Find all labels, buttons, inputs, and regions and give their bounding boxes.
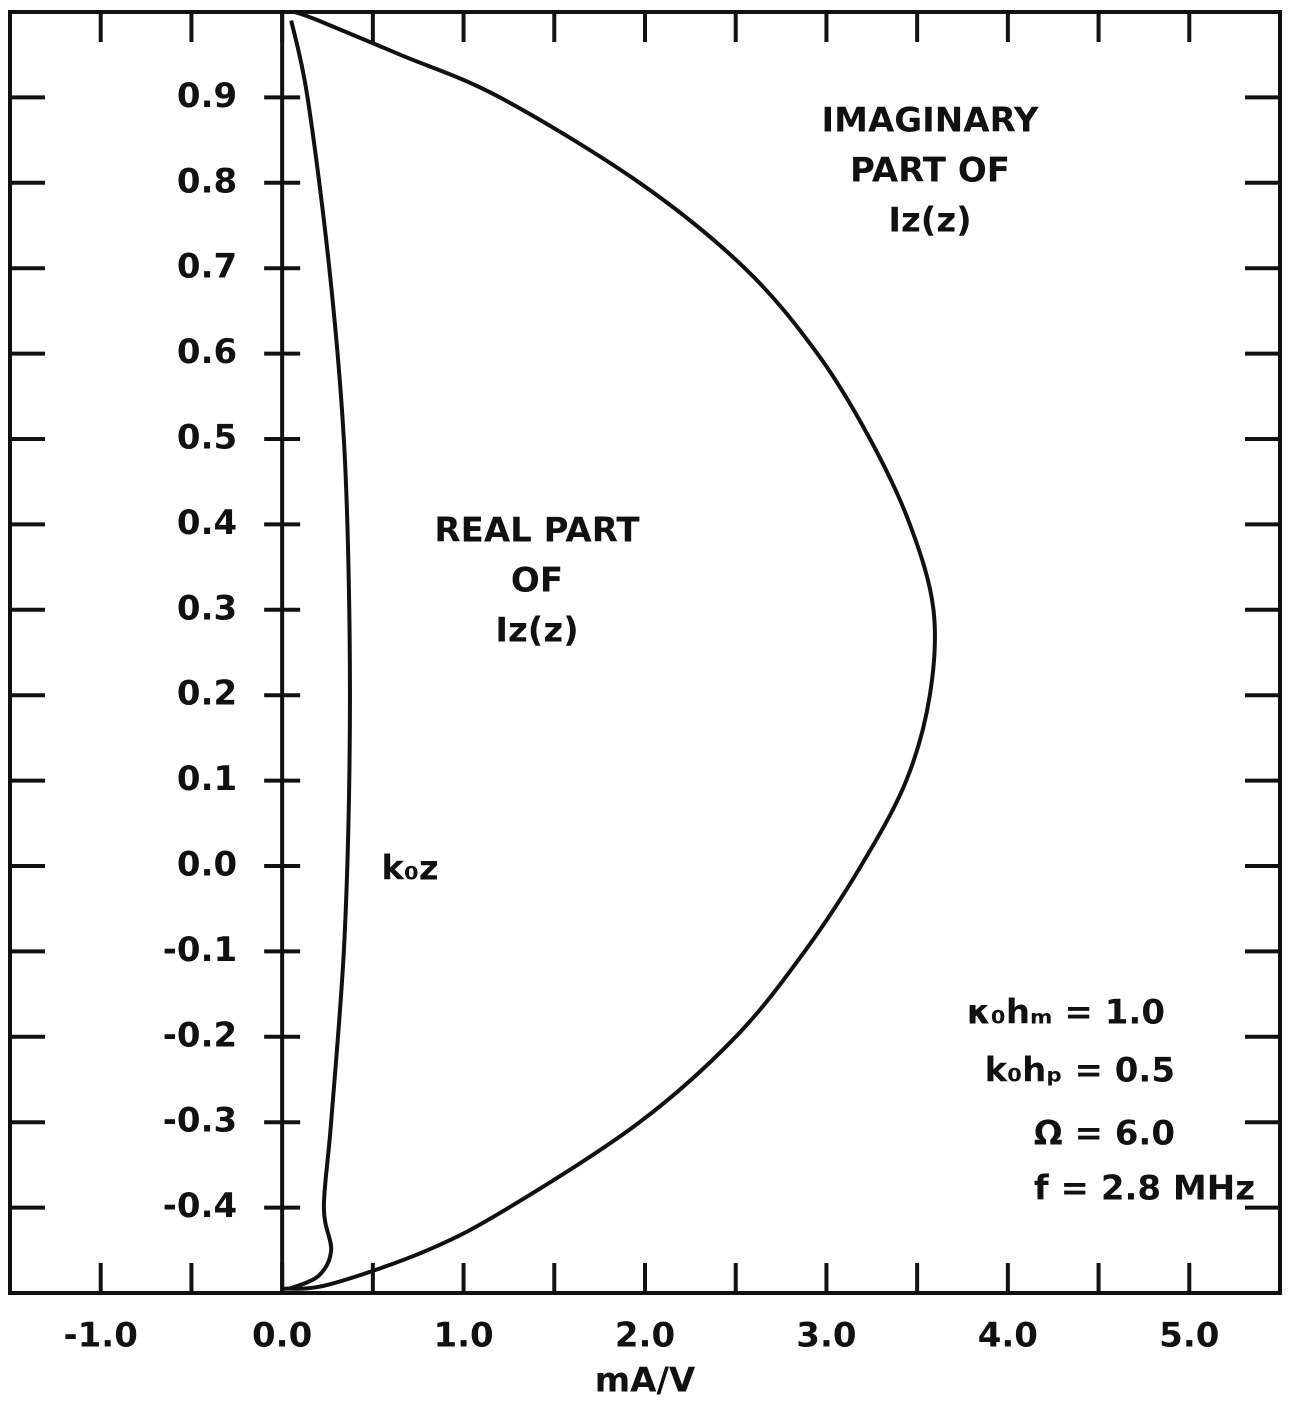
y-tick-label: 0.1 bbox=[177, 759, 237, 799]
y-tick-label: -0.3 bbox=[163, 1101, 237, 1141]
parameter: f = 2.8 MHz bbox=[1034, 1169, 1255, 1209]
curve bbox=[283, 10, 938, 1291]
y-tick-label: -0.1 bbox=[163, 930, 237, 970]
y-tick-label: 0.6 bbox=[177, 332, 237, 372]
x-tick-label: 0.0 bbox=[252, 1316, 312, 1356]
y-tick-label: 0.7 bbox=[177, 247, 237, 287]
y-tick-label: 0.2 bbox=[177, 674, 237, 714]
annotation: k₀z bbox=[381, 849, 438, 889]
series-label: OF bbox=[511, 561, 563, 601]
x-tick-label: 5.0 bbox=[1159, 1316, 1219, 1356]
x-axis-label: mA/V bbox=[595, 1361, 696, 1401]
x-tick-label: 4.0 bbox=[978, 1316, 1038, 1356]
y-tick-label: 0.4 bbox=[177, 503, 237, 543]
y-tick-label: 0.0 bbox=[177, 845, 237, 885]
y-tick-label: 0.3 bbox=[177, 588, 237, 628]
y-tick-label: 0.9 bbox=[177, 76, 237, 116]
series-label: REAL PART bbox=[434, 511, 640, 551]
parameter: κ₀hₘ = 1.0 bbox=[967, 993, 1165, 1033]
y-tick-label: -0.4 bbox=[163, 1186, 237, 1226]
series-label: PART OF bbox=[850, 151, 1010, 191]
x-tick-label: -1.0 bbox=[64, 1316, 138, 1356]
series-label: Iz(z) bbox=[495, 611, 578, 651]
series-label: IMAGINARY bbox=[821, 101, 1038, 141]
y-tick-label: 0.5 bbox=[177, 418, 237, 458]
series-label: Iz(z) bbox=[888, 201, 971, 241]
x-tick-label: 3.0 bbox=[796, 1316, 856, 1356]
parameter: Ω = 6.0 bbox=[1034, 1114, 1175, 1154]
x-tick-label: 1.0 bbox=[433, 1316, 493, 1356]
curve bbox=[288, 20, 352, 1291]
y-tick-label: 0.8 bbox=[177, 161, 237, 201]
parameter: k₀hₚ = 0.5 bbox=[985, 1051, 1175, 1091]
x-tick-label: 2.0 bbox=[615, 1316, 675, 1356]
y-tick-label: -0.2 bbox=[163, 1015, 237, 1055]
